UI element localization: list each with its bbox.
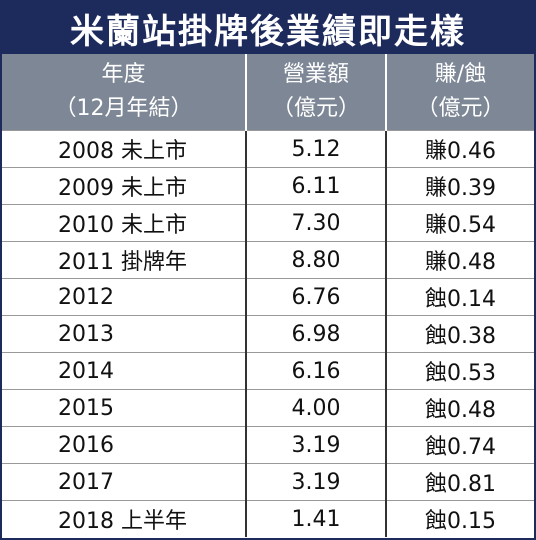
header-row: 年度 （12月年結） 營業額 （億元） 賺/蝕 （億元） xyxy=(2,54,534,131)
table-cell: 7.30 xyxy=(245,204,386,242)
table-cell: 賺0.46 xyxy=(385,130,534,168)
table-row: 2008 未上市 5.12 賺0.46 xyxy=(2,130,534,168)
table-cell: 2017 xyxy=(2,463,246,501)
table-cell: 蝕0.53 xyxy=(385,352,534,390)
table-cell: 2018 上半年 xyxy=(2,500,246,537)
table-cell: 8.80 xyxy=(245,241,386,279)
header-line: （億元） xyxy=(271,96,360,121)
header-line: （億元） xyxy=(416,96,505,121)
table-row: 2016 3.19 蝕0.74 xyxy=(2,426,534,464)
table-cell: 6.16 xyxy=(245,352,386,390)
table-cell: 1.41 xyxy=(245,500,386,537)
header-cell: 年度 （12月年結） xyxy=(2,54,246,131)
table-cell: 賺0.48 xyxy=(385,241,534,279)
table-cell: 2010 未上市 xyxy=(2,204,246,242)
table-row: 2011 掛牌年 8.80 賺0.48 xyxy=(2,241,534,279)
table-cell: 2012 xyxy=(2,278,246,316)
table-cell: 2016 xyxy=(2,426,246,464)
table-cell: 賺0.39 xyxy=(385,167,534,205)
table-row: 2014 6.16 蝕0.53 xyxy=(2,352,534,390)
table-cell: 賺0.54 xyxy=(385,204,534,242)
table-cell: 蝕0.14 xyxy=(385,278,534,316)
table-cell: 蝕0.74 xyxy=(385,426,534,464)
table-cell: 蝕0.15 xyxy=(385,500,534,537)
table-cell: 蝕0.48 xyxy=(385,389,534,427)
table-cell: 2014 xyxy=(2,352,246,390)
header-line: （12月年結） xyxy=(54,96,193,121)
table-cell: 蝕0.38 xyxy=(385,315,534,353)
table-body: 2008 未上市 5.12 賺0.46 2009 未上市 6.11 賺0.39 2010 未… xyxy=(2,130,534,537)
table-row: 2009 未上市 6.11 賺0.39 xyxy=(2,167,534,205)
table-cell: 蝕0.81 xyxy=(385,463,534,501)
table-row: 2015 4.00 蝕0.48 xyxy=(2,389,534,427)
table-cell: 6.11 xyxy=(245,167,386,205)
table-row: 2017 3.19 蝕0.81 xyxy=(2,463,534,501)
table-cell: 2013 xyxy=(2,315,246,353)
table-cell: 6.98 xyxy=(245,315,386,353)
table-row: 2018 上半年 1.41 蝕0.15 xyxy=(2,500,534,537)
table-cell: 3.19 xyxy=(245,426,386,464)
title: 米蘭站掛牌後業績即走樣 xyxy=(2,2,534,54)
table-cell: 3.19 xyxy=(245,463,386,501)
table-cell: 2011 掛牌年 xyxy=(2,241,246,279)
header-cell: 賺/蝕 （億元） xyxy=(385,54,534,131)
table-cell: 2015 xyxy=(2,389,246,427)
table-cell: 2009 未上市 xyxy=(2,167,246,205)
table-row: 2013 6.98 蝕0.38 xyxy=(2,315,534,353)
table-cell: 5.12 xyxy=(245,130,386,168)
table-cell: 4.00 xyxy=(245,389,386,427)
header-line: 年度 xyxy=(101,62,146,87)
table-cell: 2008 未上市 xyxy=(2,130,246,168)
table: 年度 （12月年結） 營業額 （億元） 賺/蝕 （億元） 2008 未上市 5.12 賺0.4… xyxy=(2,54,534,537)
header-cell: 營業額 （億元） xyxy=(245,54,386,131)
header-line: 賺/蝕 xyxy=(434,62,487,87)
table-row: 2010 未上市 7.30 賺0.54 xyxy=(2,204,534,242)
table-row: 2012 6.76 蝕0.14 xyxy=(2,278,534,316)
header-line: 營業額 xyxy=(282,62,349,87)
table-cell: 6.76 xyxy=(245,278,386,316)
